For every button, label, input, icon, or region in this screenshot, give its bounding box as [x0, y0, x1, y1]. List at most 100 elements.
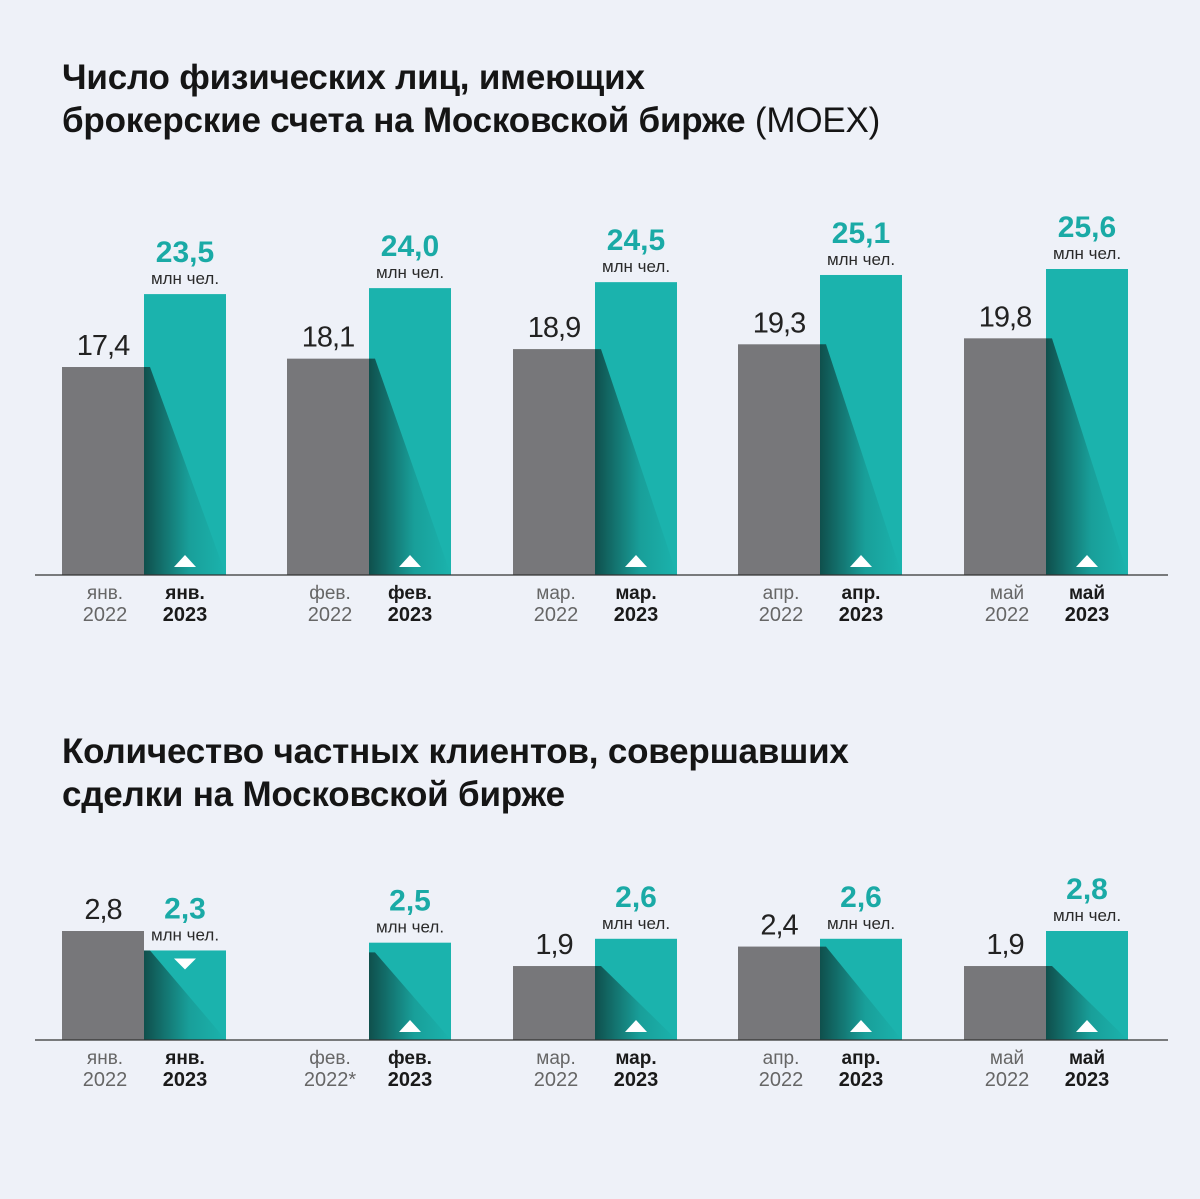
x-label-month-2023: фев. [388, 583, 432, 604]
x-label-year-2022: 2022 [83, 604, 128, 626]
unit-label: млн чел. [151, 269, 219, 288]
unit-label: млн чел. [376, 918, 444, 937]
bar-2022 [513, 966, 595, 1040]
bar-2022 [513, 349, 595, 575]
value-label-2023: 2,5 [389, 885, 431, 918]
bar-2023-shadow [820, 344, 902, 575]
bar-2023-shadow [144, 950, 226, 1040]
chart-1-title-line-1: Число физических лиц, имеющих [62, 58, 645, 97]
x-label-year-2023: 2023 [1065, 604, 1110, 626]
chart-2-title-line-2: сделки на Московской бирже [62, 775, 565, 814]
value-label-2023: 23,5 [156, 236, 214, 269]
unit-label: млн чел. [602, 257, 670, 276]
x-label-month-2022: май [990, 583, 1024, 604]
bar-2023-shadow [1046, 338, 1128, 575]
x-label-year-2022: 2022 [83, 1069, 128, 1091]
x-label-year-2022: 2022 [759, 1069, 804, 1091]
x-label-year-2023: 2023 [839, 1069, 884, 1091]
value-label-2022: 1,9 [986, 929, 1023, 961]
x-label-month-2022: апр. [763, 583, 800, 604]
value-label-2022: 2,8 [84, 894, 121, 926]
x-label-month-2023: фев. [388, 1048, 432, 1069]
x-label-year-2022: 2022 [985, 1069, 1030, 1091]
value-label-2022: 18,9 [528, 312, 580, 344]
bar-2023-shadow [820, 946, 902, 1040]
bar-2023-shadow [369, 358, 451, 575]
bar-2023-shadow [1046, 966, 1128, 1040]
bar-2022 [738, 344, 820, 575]
bar-2023-shadow [369, 952, 451, 1040]
unit-label: млн чел. [1053, 244, 1121, 263]
value-label-2023: 25,6 [1058, 211, 1116, 244]
trend-up-icon [850, 1020, 872, 1032]
bar-2022 [738, 946, 820, 1040]
value-label-2022: 19,3 [753, 307, 805, 339]
unit-label: млн чел. [376, 263, 444, 282]
x-label-year-2023: 2023 [388, 604, 433, 626]
trend-up-icon [1076, 555, 1098, 567]
value-label-2023: 25,1 [832, 217, 890, 250]
x-label-month-2022: янв. [87, 583, 123, 604]
x-label-month-2023: май [1069, 1048, 1105, 1069]
chart-2-title-line-1: Количество частных клиентов, совершавших [62, 732, 849, 771]
x-label-year-2022: 2022 [308, 604, 353, 626]
bar-2022 [287, 358, 369, 575]
trend-up-icon [625, 1020, 647, 1032]
x-label-year-2023: 2023 [388, 1069, 433, 1091]
value-label-2022: 2,4 [760, 910, 798, 942]
trend-up-icon [174, 555, 196, 567]
value-label-2022: 18,1 [302, 322, 354, 354]
value-label-2023: 2,6 [840, 881, 882, 914]
x-label-month-2023: янв. [164, 1048, 205, 1069]
x-label-month-2022: май [990, 1048, 1024, 1069]
x-label-year-2022: 2022 [985, 604, 1030, 626]
value-label-2023: 24,0 [381, 230, 439, 263]
x-label-year-2022: 2022 [759, 604, 804, 626]
bar-2022 [964, 966, 1046, 1040]
x-label-year-2023: 2023 [839, 604, 884, 626]
unit-label: млн чел. [1053, 906, 1121, 925]
value-label-2022: 1,9 [535, 929, 572, 961]
trend-up-icon [1076, 1020, 1098, 1032]
value-label-2023: 2,3 [164, 892, 206, 925]
value-label-2023: 24,5 [607, 224, 665, 257]
x-label-year-2023: 2023 [163, 1069, 208, 1091]
x-label-month-2022: мар. [536, 1048, 575, 1069]
unit-label: млн чел. [151, 925, 219, 944]
trend-up-icon [625, 555, 647, 567]
x-label-year-2023: 2023 [614, 604, 659, 626]
unit-label: млн чел. [827, 914, 895, 933]
x-label-month-2023: апр. [842, 583, 881, 604]
trend-down-icon [174, 958, 196, 970]
bar-2023-shadow [595, 349, 677, 575]
value-label-2023: 2,8 [1066, 873, 1108, 906]
chart-2-title: Количество частных клиентов, совершавших… [62, 730, 849, 816]
bar-2023-shadow [595, 966, 677, 1040]
x-label-month-2023: мар. [615, 1048, 656, 1069]
x-label-month-2022: мар. [536, 583, 575, 604]
value-label-2023: 2,6 [615, 881, 657, 914]
x-label-month-2022: апр. [763, 1048, 800, 1069]
value-label-2022: 17,4 [77, 330, 130, 362]
trend-up-icon [850, 555, 872, 567]
x-label-month-2023: янв. [164, 583, 205, 604]
x-label-month-2022: фев. [309, 1048, 351, 1069]
x-label-year-2023: 2023 [163, 604, 208, 626]
x-label-year-2022: 2022* [304, 1069, 356, 1091]
bar-2022 [62, 367, 144, 575]
unit-label: млн чел. [827, 250, 895, 269]
bar-2022 [964, 338, 1046, 575]
chart-1-title-line-2: брокерские счета на Московской бирже [62, 101, 746, 140]
bar-2023-shadow [144, 367, 226, 575]
